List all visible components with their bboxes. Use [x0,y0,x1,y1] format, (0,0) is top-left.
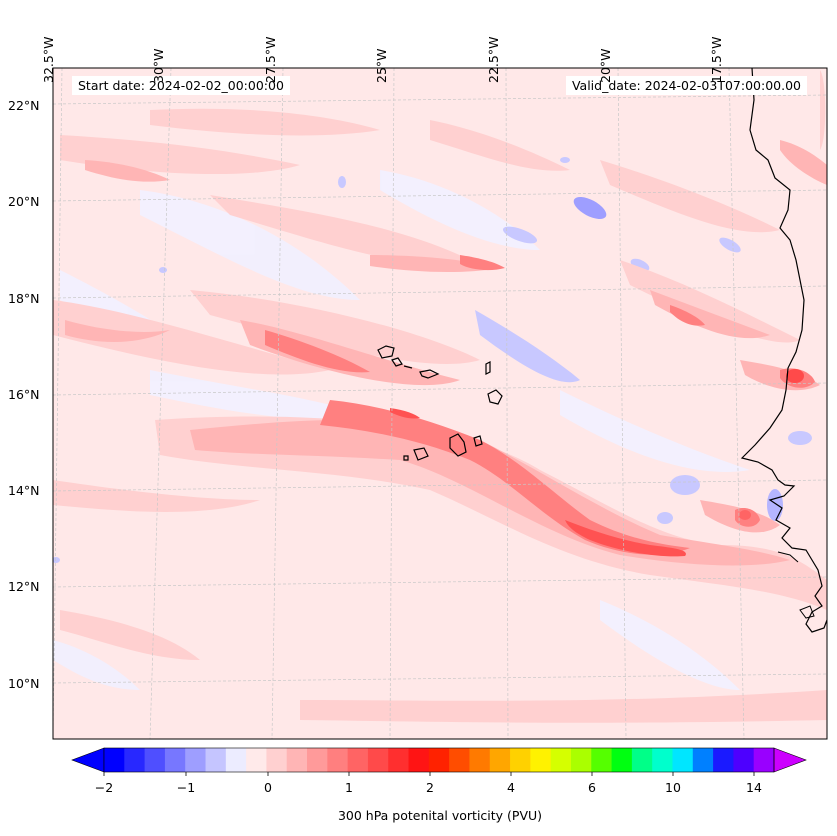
coast-detail [777,551,799,563]
valid-date-label: Valid_date: 2024-02-03T07:00:00.00 [565,76,807,95]
colorbar-swatch [428,748,450,772]
cape-verde-islands [377,345,503,461]
lat-label-14n: 14°N [8,483,40,498]
colorbar-tick-label: 6 [588,780,596,795]
colorbar-swatch [449,748,470,772]
lon-label-17-5w: 17.5°W [709,36,724,83]
colorbar-title: 300 hPa potenital vorticity (PVU) [337,808,543,823]
lon-label-20w: 20°W [598,48,613,83]
colorbar-swatch [104,748,125,772]
lon-label-30w: 30°W [151,48,166,83]
pv-positive-light [53,70,827,723]
colorbar-tick-label: 14 [746,780,762,795]
colorbar-under-extend [71,747,105,773]
colorbar-swatch [347,748,369,772]
colorbar-swatch [672,748,694,772]
colorbar-over-extend [773,747,807,773]
colorbar-swatch [367,748,389,772]
map-frame [52,67,828,740]
colorbar-swatch [388,748,410,772]
colorbar-swatch [611,748,633,772]
lon-label-32-5w: 32.5°W [41,36,56,83]
colorbar-swatch [205,748,227,772]
colorbar-tick-label: 1 [345,780,353,795]
colorbar-tick-label: 4 [507,780,515,795]
colorbar-swatch [570,748,592,772]
pv-low-streaks [53,170,750,739]
colorbar-swatch [246,748,267,772]
lat-label-10n: 10°N [8,676,40,691]
colorbar [71,747,807,776]
colorbar-swatch [550,748,572,772]
colorbar-swatch [164,748,186,772]
colorbar-swatch [185,748,207,772]
lat-label-18n: 18°N [8,291,40,306]
colorbar-swatch [307,748,328,772]
colorbar-swatch [591,748,613,772]
colorbar-swatch [469,748,491,772]
start-date-label: Start date: 2024-02-02_00:00:00 [72,76,290,95]
colorbar-tick-label: 10 [665,780,681,795]
map-panel [53,68,827,739]
lon-label-25w: 25°W [374,48,389,83]
pv-positive-medium [65,140,827,566]
pv-positive-max [390,369,804,557]
colorbar-swatch [692,748,714,772]
coast-detail [799,605,815,619]
colorbar-swatch [530,748,552,772]
lat-label-20n: 20°N [8,194,40,209]
graticule [53,68,827,739]
colorbar-swatch [713,748,734,772]
colorbar-swatch [408,748,430,772]
colorbar-swatch [144,748,166,772]
colorbar-tick-label: −1 [176,780,196,795]
colorbar-swatch [733,748,755,772]
colorbar-swatch [124,748,146,772]
colorbar-swatch [652,748,673,772]
colorbar-swatch [753,748,775,772]
lon-label-27-5w: 27.5°W [263,36,278,83]
colorbar-swatch [266,748,288,772]
lat-label-22n: 22°N [8,98,40,113]
colorbar-swatch [489,748,511,772]
lon-label-22-5w: 22.5°W [486,36,501,83]
colorbar-tick-label: −2 [94,780,114,795]
lat-label-16n: 16°N [8,387,40,402]
colorbar-swatch [286,748,308,772]
lat-label-12n: 12°N [8,579,40,594]
colorbar-tick-label: 2 [426,780,434,795]
colorbar-swatch [510,748,531,772]
colorbar-swatch [327,748,349,772]
colorbar-tick-label: 0 [264,780,272,795]
colorbar-swatch [225,748,247,772]
pv-negative-areas [53,157,812,563]
colorbar-swatch [631,748,653,772]
africa-coastline [740,68,827,633]
colorbar-frame [103,747,775,773]
